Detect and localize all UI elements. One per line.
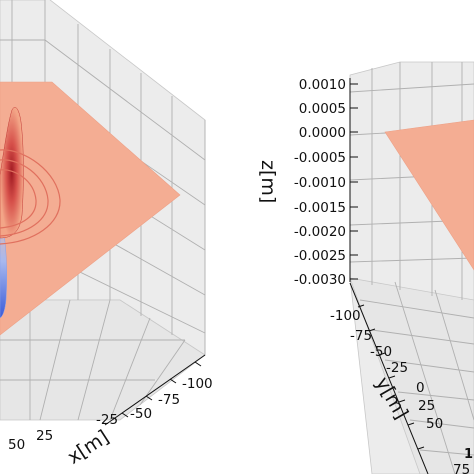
right-z-tick: -0.0030 bbox=[294, 272, 346, 288]
right-y-tick: 25 bbox=[418, 398, 435, 414]
left-x-tick: -50 bbox=[130, 406, 152, 422]
right-z-axis-label: z[m] bbox=[257, 160, 279, 203]
right-z-tick: -0.0005 bbox=[294, 150, 346, 166]
left-x-tick: 25 bbox=[36, 428, 53, 444]
left-x-axis-line bbox=[104, 354, 206, 426]
right-y-axis-line bbox=[349, 282, 429, 474]
left-x-tick: -75 bbox=[158, 392, 180, 408]
left-surface-sheet bbox=[0, 81, 181, 336]
right-y-tick: -100 bbox=[330, 308, 361, 324]
right-x-tick-partial: 1 bbox=[464, 447, 473, 462]
left-x-tick: -100 bbox=[182, 376, 213, 392]
left-floor-pane bbox=[0, 299, 206, 421]
left-surface-peak bbox=[0, 107, 24, 239]
right-surface-sheet bbox=[384, 119, 474, 271]
right-z-tick: -0.0025 bbox=[294, 248, 346, 264]
right-z-axis-tickmarks bbox=[350, 83, 358, 280]
right-z-tick: -0.0015 bbox=[294, 200, 346, 216]
left-surface-ripples bbox=[0, 149, 61, 245]
right-z-tick: 0.0005 bbox=[299, 101, 346, 117]
right-y-tick: -25 bbox=[386, 360, 408, 376]
left-floor-grid bbox=[0, 299, 186, 421]
left-x-tick: -25 bbox=[96, 412, 118, 428]
right-z-tick: 0.0010 bbox=[299, 77, 346, 93]
right-floor-pane bbox=[349, 277, 474, 474]
left-x-tick: 50 bbox=[8, 437, 25, 453]
right-y-tick: 75 bbox=[453, 462, 470, 474]
left-3d-plot: -100 -75 -50 -25 25 50 x[m] bbox=[0, 0, 213, 469]
right-y-tick: 50 bbox=[426, 416, 443, 432]
left-x-axis-tickmarks bbox=[121, 361, 202, 418]
right-y-tick: -75 bbox=[350, 328, 372, 344]
right-y-tick: 0 bbox=[416, 380, 425, 396]
right-y-tick: -50 bbox=[370, 344, 392, 360]
right-y-axis-tickmarks bbox=[357, 304, 425, 450]
right-floor-grid bbox=[359, 281, 474, 474]
right-3d-plot: 0.0010 0.0005 0.0000 -0.0005 -0.0010 -0.… bbox=[257, 61, 474, 474]
right-z-tick: -0.0020 bbox=[294, 224, 346, 240]
right-z-tick: -0.0010 bbox=[294, 175, 346, 191]
right-z-tick: 0.0000 bbox=[299, 125, 346, 141]
left-x-axis-label: x[m] bbox=[64, 426, 113, 469]
